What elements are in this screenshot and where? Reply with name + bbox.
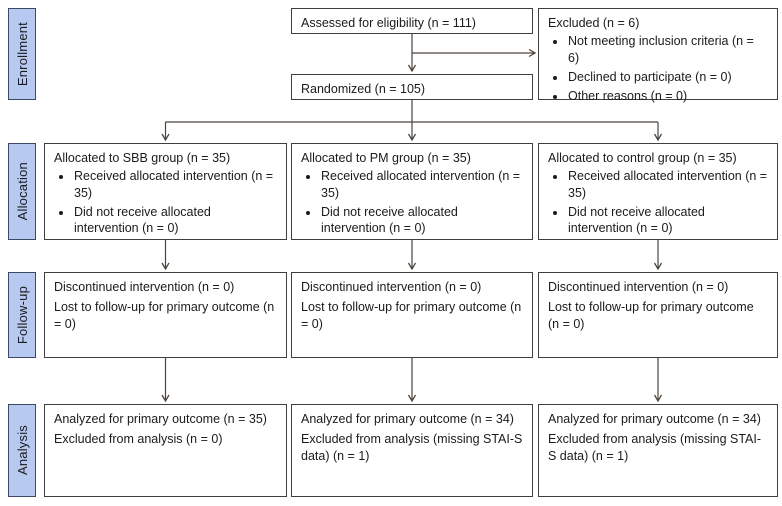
- box-followup-control: Discontinued intervention (n = 0) Lost t…: [538, 272, 778, 358]
- randomized-text: Randomized (n = 105): [301, 82, 426, 96]
- allocation-bullet: Received allocated intervention (n = 35): [567, 168, 768, 201]
- assessed-text: Assessed for eligibility (n = 111): [301, 16, 476, 30]
- stage-label-enrollment: Enrollment: [8, 8, 36, 100]
- allocation-bullet: Did not receive allocated intervention (…: [567, 204, 768, 237]
- stage-label-analysis-text: Analysis: [14, 425, 30, 476]
- box-analysis-control: Analyzed for primary outcome (n = 34) Ex…: [538, 404, 778, 497]
- excluded-bullet: Other reasons (n = 0): [567, 88, 768, 104]
- excluded-title: Excluded (n = 6): [548, 16, 640, 30]
- box-analysis-sbb: Analyzed for primary outcome (n = 35) Ex…: [44, 404, 287, 497]
- box-excluded: Excluded (n = 6) Not meeting inclusion c…: [538, 8, 778, 103]
- allocation-control-bullet-list: Received allocated intervention (n = 35)…: [548, 168, 768, 236]
- allocation-pm-bullet-list: Received allocated intervention (n = 35)…: [301, 168, 523, 236]
- analysis-line: Excluded from analysis (missing STAI-S d…: [301, 432, 523, 463]
- analysis-line: Analyzed for primary outcome (n = 34): [301, 412, 514, 426]
- box-allocation-control: Allocated to control group (n = 35) Rece…: [538, 143, 778, 240]
- stage-label-followup-text: Follow-up: [14, 285, 30, 345]
- followup-line: Discontinued intervention (n = 0): [54, 280, 235, 294]
- box-allocation-sbb: Allocated to SBB group (n = 35) Received…: [44, 143, 287, 240]
- followup-line: Discontinued intervention (n = 0): [301, 280, 482, 294]
- stage-label-followup: Follow-up: [8, 272, 36, 358]
- followup-line: Lost to follow-up for primary outcome (n…: [548, 300, 754, 331]
- excluded-bullet-list: Not meeting inclusion criteria (n = 6) D…: [548, 33, 768, 104]
- stage-label-allocation: Allocation: [8, 143, 36, 240]
- box-assessed-for-eligibility: Assessed for eligibility (n = 111): [291, 8, 533, 34]
- allocation-sbb-bullet-list: Received allocated intervention (n = 35)…: [54, 168, 277, 236]
- allocation-bullet: Did not receive allocated intervention (…: [73, 204, 277, 237]
- box-followup-pm: Discontinued intervention (n = 0) Lost t…: [291, 272, 533, 358]
- excluded-bullet: Declined to participate (n = 0): [567, 69, 768, 85]
- stage-label-allocation-text: Allocation: [14, 162, 30, 221]
- box-allocation-pm: Allocated to PM group (n = 35) Received …: [291, 143, 533, 240]
- allocation-control-title: Allocated to control group (n = 35): [548, 151, 737, 165]
- analysis-line: Excluded from analysis (missing STAI-S d…: [548, 432, 762, 463]
- excluded-bullet: Not meeting inclusion criteria (n = 6): [567, 33, 768, 66]
- box-analysis-pm: Analyzed for primary outcome (n = 34) Ex…: [291, 404, 533, 497]
- followup-line: Lost to follow-up for primary outcome (n…: [54, 300, 275, 331]
- stage-label-analysis: Analysis: [8, 404, 36, 497]
- allocation-bullet: Did not receive allocated intervention (…: [320, 204, 523, 237]
- analysis-line: Excluded from analysis (n = 0): [54, 432, 223, 447]
- followup-line: Discontinued intervention (n = 0): [548, 280, 729, 294]
- stage-label-enrollment-text: Enrollment: [14, 21, 30, 87]
- allocation-bullet: Received allocated intervention (n = 35): [73, 168, 277, 201]
- allocation-bullet: Received allocated intervention (n = 35): [320, 168, 523, 201]
- box-followup-sbb: Discontinued intervention (n = 0) Lost t…: [44, 272, 287, 358]
- box-randomized: Randomized (n = 105): [291, 74, 533, 100]
- allocation-sbb-title: Allocated to SBB group (n = 35): [54, 151, 231, 165]
- analysis-line: Analyzed for primary outcome (n = 35): [54, 412, 267, 426]
- allocation-pm-title: Allocated to PM group (n = 35): [301, 151, 471, 165]
- analysis-line: Analyzed for primary outcome (n = 34): [548, 412, 761, 426]
- followup-line: Lost to follow-up for primary outcome (n…: [301, 300, 522, 331]
